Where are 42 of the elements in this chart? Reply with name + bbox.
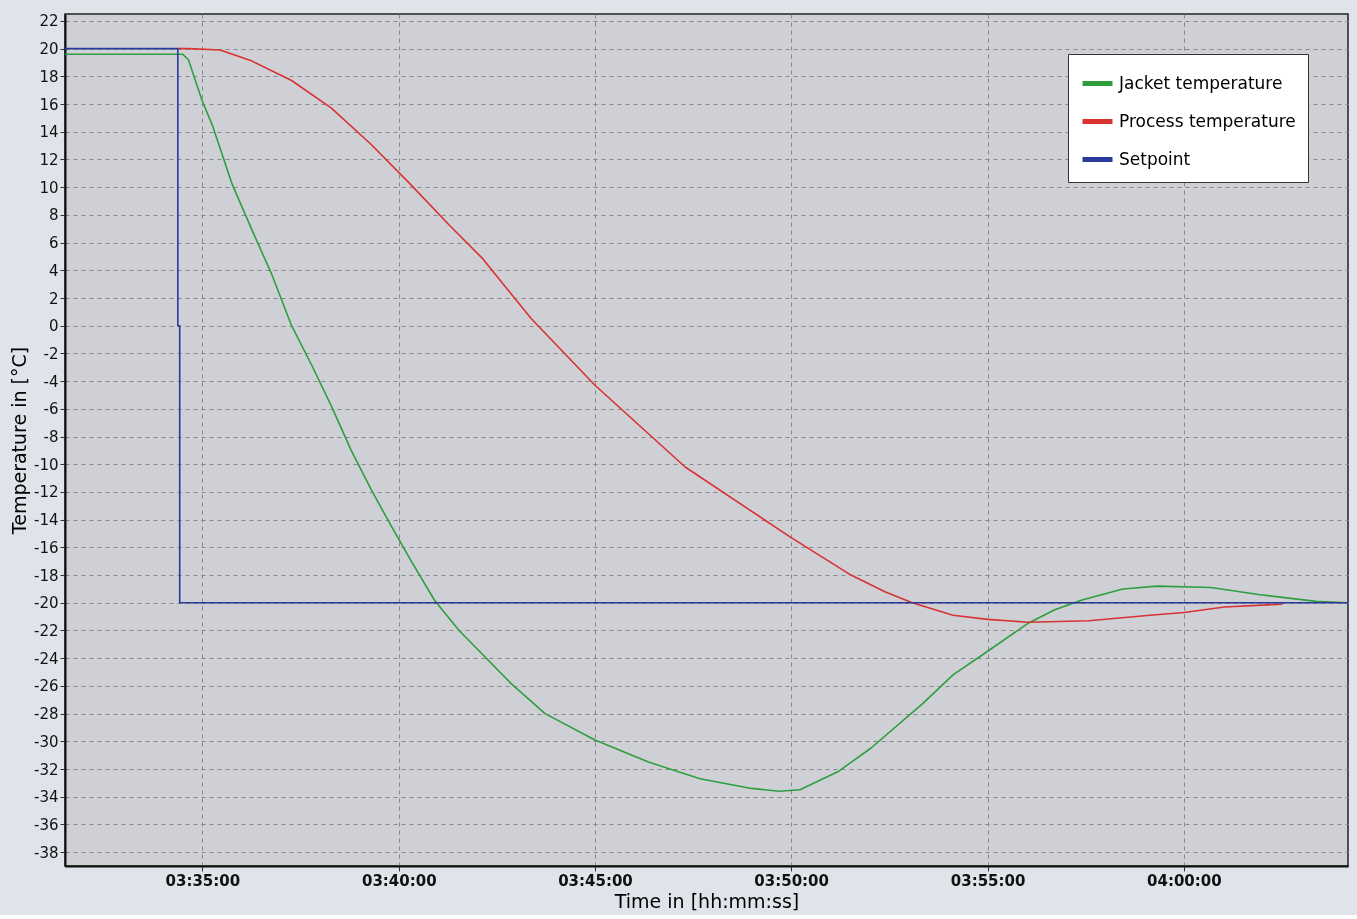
y-tick-label: 20 — [39, 40, 59, 59]
y-tick-label: -24 — [34, 649, 59, 668]
y-tick-label: 0 — [48, 317, 59, 336]
legend-label: Setpoint — [1119, 148, 1191, 169]
x-tick-label: 04:00:00 — [1147, 871, 1222, 890]
y-tick-label: -18 — [34, 566, 59, 585]
y-tick-label: -34 — [34, 788, 59, 807]
y-tick-label: -32 — [34, 760, 59, 779]
y-tick-label: -30 — [34, 732, 59, 751]
y-tick-label: -8 — [43, 428, 59, 447]
y-tick-label: 22 — [39, 12, 59, 31]
y-tick-label: 12 — [39, 150, 59, 169]
x-tick-label: 03:55:00 — [950, 871, 1026, 890]
y-tick-label: -26 — [34, 677, 59, 696]
y-tick-label: -16 — [34, 538, 59, 557]
y-tick-label: 6 — [48, 234, 59, 253]
y-tick-label: -10 — [34, 455, 59, 474]
y-tick-label: -36 — [34, 815, 59, 834]
y-tick-label: -28 — [34, 705, 59, 724]
y-tick-label: 14 — [39, 123, 59, 142]
y-tick-label: -12 — [34, 483, 59, 502]
x-tick-label: 03:35:00 — [165, 871, 241, 890]
y-tick-label: 18 — [39, 67, 59, 86]
x-tick-label: 03:40:00 — [361, 871, 437, 890]
y-tick-label: -4 — [43, 372, 59, 391]
x-axis-title: Time in [hh:mm:ss] — [613, 889, 800, 912]
y-tick-label: 8 — [48, 206, 59, 225]
y-tick-label: 2 — [48, 289, 59, 308]
y-tick-label: -14 — [34, 511, 59, 530]
y-axis-title: Temperature in [°C] — [8, 346, 30, 536]
y-tick-label: -2 — [43, 344, 59, 363]
y-tick-label: 16 — [39, 95, 59, 114]
x-tick-label: 03:50:00 — [754, 871, 829, 890]
legend-label: Jacket temperature — [1118, 72, 1283, 93]
y-tick-label: -38 — [34, 843, 59, 862]
x-tick-label: 03:45:00 — [558, 871, 633, 890]
y-tick-label: 4 — [48, 261, 59, 280]
y-tick-label: -22 — [34, 621, 59, 640]
y-tick-label: -20 — [34, 594, 59, 613]
legend-label: Process temperature — [1119, 110, 1296, 131]
y-tick-label: -6 — [43, 400, 59, 419]
y-tick-label: 10 — [39, 178, 59, 197]
